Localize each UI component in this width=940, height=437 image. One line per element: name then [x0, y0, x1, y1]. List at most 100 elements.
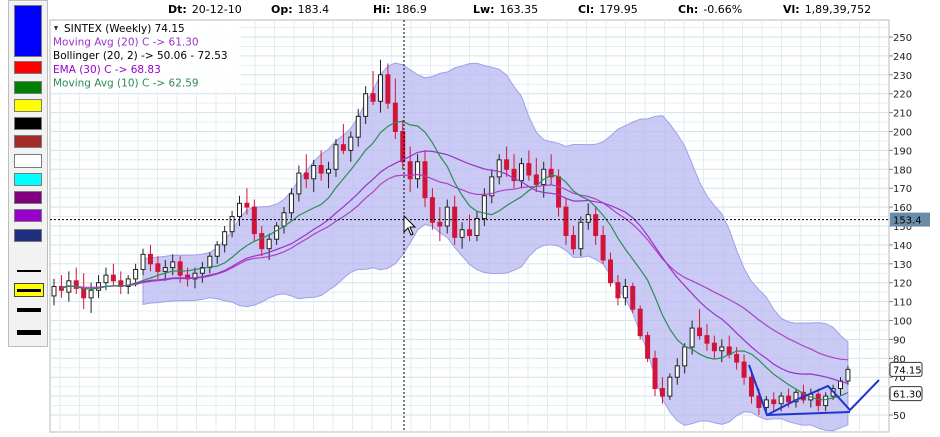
candle-body [251, 206, 257, 235]
chart-legend: SINTEX (Weekly) 74.15 Moving Avg (20) C -… [51, 21, 241, 91]
candle-body [711, 342, 717, 352]
date-readout: Dt: 20-12-10 [168, 3, 242, 16]
axis-tick-label: 210 [893, 109, 912, 120]
color-swatch[interactable] [14, 99, 42, 112]
color-swatch[interactable] [14, 209, 42, 222]
cursor-arrow-icon [403, 214, 417, 236]
candle-body [177, 261, 183, 276]
high-readout: Hi: 186.9 [373, 3, 427, 16]
candle-body [593, 214, 599, 236]
line-width-option[interactable] [14, 264, 44, 278]
color-swatch[interactable] [14, 135, 42, 148]
candle-body [192, 272, 198, 280]
candle-body [259, 233, 265, 250]
legend-entry: Bollinger (20, 2) -> 50.06 - 72.53 [53, 50, 228, 62]
candle-body [674, 365, 680, 378]
line-width-option[interactable] [14, 283, 44, 297]
candle-body [570, 234, 576, 250]
axis-tick-label: 160 [893, 203, 912, 214]
candle-body [518, 163, 524, 182]
candle-body [467, 229, 473, 236]
candle-body [326, 168, 332, 174]
candle-body [155, 263, 161, 272]
low-readout: Lw: 163.35 [473, 3, 539, 16]
axis-tick-label: 80 [893, 354, 906, 365]
candle-body [659, 388, 665, 397]
candle-body [793, 391, 799, 403]
candle-body [422, 161, 428, 199]
color-swatch[interactable] [14, 154, 42, 168]
candle-body [311, 165, 317, 180]
color-swatch[interactable] [14, 191, 42, 204]
candle-body [697, 327, 703, 337]
candle-body [415, 161, 421, 180]
color-swatch[interactable] [14, 229, 42, 242]
volume-readout: Vl: 1,89,39,752 [783, 3, 872, 16]
candle-body [51, 285, 57, 297]
color-swatch[interactable] [14, 81, 42, 94]
axis-tick-label: 220 [893, 90, 912, 101]
line-width-option[interactable] [14, 325, 44, 339]
candle-body [548, 168, 554, 178]
legend-entry: Moving Avg (10) C -> 62.59 [53, 77, 199, 89]
candle-body [274, 225, 280, 240]
price-label-box [889, 386, 923, 402]
axis-tick-label: 150 [893, 222, 912, 233]
candle-body [533, 174, 539, 185]
candle-body [81, 287, 87, 299]
ticker-icon [54, 26, 58, 31]
candle-body [756, 395, 762, 408]
axis-tick-label: 230 [893, 71, 912, 82]
candlesticks [51, 59, 851, 415]
candle-body [125, 278, 131, 287]
candle-body [489, 176, 495, 197]
candle-body [340, 144, 346, 151]
candle-body [110, 274, 116, 282]
candle-body [600, 234, 606, 261]
candle-body [318, 165, 324, 174]
axis-tick-label: 100 [893, 317, 912, 328]
candle-body [147, 253, 153, 265]
candle-body [88, 289, 94, 299]
candle-body [429, 197, 435, 223]
candle-body [563, 206, 569, 236]
axis-tick-label: 180 [893, 165, 912, 176]
color-swatch[interactable] [14, 5, 42, 57]
color-swatch[interactable] [14, 117, 42, 130]
candle-body [615, 282, 621, 299]
line-width-sample [17, 270, 41, 272]
candle-body [452, 206, 458, 238]
color-swatch[interactable] [14, 173, 42, 186]
candle-body [207, 255, 213, 269]
candle-body [266, 238, 272, 250]
open-readout: Op: 183.4 [271, 3, 330, 16]
candle-body [845, 368, 851, 382]
candle-body [474, 217, 480, 236]
axis-tick-label: 130 [893, 260, 912, 271]
legend-entry: EMA (30) C -> 68.83 [53, 64, 161, 76]
price-label-box [889, 361, 923, 377]
candle-body [630, 285, 636, 310]
crosshair-value-box [890, 212, 930, 227]
candle-body [748, 376, 754, 397]
pattern-baseline [766, 411, 851, 416]
candle-body [214, 244, 220, 257]
close-readout: Cl: 179.95 [578, 3, 638, 16]
candle-body [667, 376, 673, 397]
candle-body [392, 102, 398, 133]
line-width-option[interactable] [14, 303, 44, 317]
candle-body [199, 267, 205, 274]
axis-tick-label: 240 [893, 52, 912, 63]
candle-body [719, 346, 725, 352]
price-info-bar: Dt: 20-12-10 Op: 183.4 Hi: 186.9 Lw: 163.35 … [168, 3, 938, 19]
axis-tick-label: 200 [893, 128, 912, 139]
color-swatch[interactable] [14, 61, 42, 74]
candle-body [385, 74, 391, 104]
candle-body [363, 93, 369, 117]
candle-body [511, 168, 517, 182]
axis-tick-label: 250 [893, 33, 912, 44]
candle-body [170, 261, 176, 269]
candle-body [578, 221, 584, 250]
candle-body [622, 285, 628, 299]
